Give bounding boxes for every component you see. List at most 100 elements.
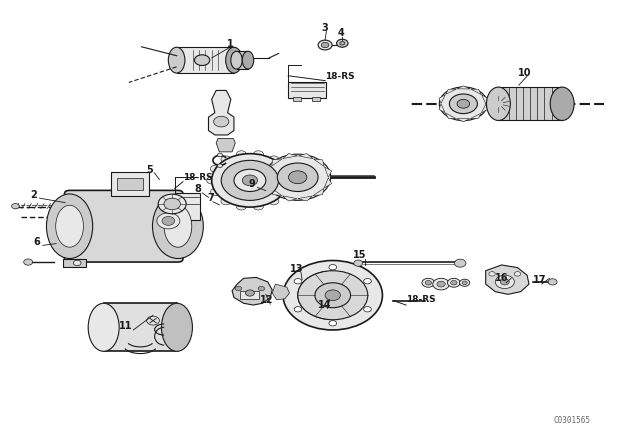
Polygon shape [298,196,312,201]
Ellipse shape [231,51,243,69]
Bar [312,97,320,101]
Polygon shape [271,188,282,195]
Circle shape [279,189,289,195]
Text: 11: 11 [119,321,132,332]
Polygon shape [482,95,488,104]
Circle shape [500,279,509,285]
Polygon shape [445,89,456,94]
Circle shape [325,290,340,301]
Circle shape [277,163,318,191]
Polygon shape [457,86,470,89]
Bar [111,172,149,196]
Bar [104,303,177,351]
Polygon shape [63,258,86,267]
Polygon shape [324,178,332,188]
Ellipse shape [486,87,510,121]
Circle shape [12,203,19,209]
Circle shape [269,198,279,205]
Circle shape [422,278,435,287]
Circle shape [447,278,460,287]
Polygon shape [471,89,481,95]
Circle shape [236,151,246,158]
FancyBboxPatch shape [65,190,183,262]
Circle shape [24,259,33,265]
Circle shape [548,279,557,285]
Ellipse shape [164,205,192,247]
Circle shape [236,286,242,291]
Circle shape [211,189,221,195]
Circle shape [74,260,81,266]
Circle shape [329,264,337,270]
Circle shape [221,198,231,205]
Circle shape [364,306,371,312]
Polygon shape [232,277,272,305]
Ellipse shape [226,47,243,73]
Circle shape [207,177,217,184]
Circle shape [246,290,254,296]
Circle shape [253,203,264,210]
Bar [288,82,326,98]
Text: 13: 13 [290,263,303,274]
Polygon shape [282,196,297,201]
Circle shape [158,194,186,214]
Ellipse shape [550,87,574,121]
Text: 7: 7 [207,193,214,203]
Text: 12: 12 [260,295,274,305]
Circle shape [354,260,363,266]
Text: 18-RS: 18-RS [325,72,355,81]
Circle shape [294,306,302,312]
Text: 5: 5 [147,165,153,175]
Circle shape [265,154,331,200]
Ellipse shape [88,303,119,351]
Circle shape [294,279,302,284]
Circle shape [243,175,257,186]
Text: 15: 15 [353,250,367,260]
Circle shape [164,198,180,210]
Ellipse shape [243,51,253,69]
Circle shape [457,99,470,108]
Polygon shape [313,189,324,196]
Circle shape [460,279,470,286]
Polygon shape [314,159,324,167]
Circle shape [439,87,488,121]
Text: 8: 8 [194,184,201,194]
Circle shape [315,283,351,308]
Circle shape [318,40,332,50]
Polygon shape [272,284,289,300]
Text: 3: 3 [322,23,328,33]
Polygon shape [439,95,445,103]
Ellipse shape [47,194,93,258]
Circle shape [321,43,329,47]
Circle shape [340,42,345,45]
Circle shape [451,280,457,285]
Bar [293,97,301,101]
Circle shape [221,156,231,163]
Polygon shape [283,154,298,159]
Circle shape [234,169,266,191]
Text: 9: 9 [248,179,255,189]
Circle shape [449,94,477,114]
Polygon shape [209,90,234,135]
Circle shape [218,164,223,168]
Polygon shape [470,113,481,119]
Bar [237,51,248,69]
Circle shape [258,286,264,291]
Circle shape [364,279,371,284]
Bar [499,87,562,121]
Text: 2: 2 [30,190,36,200]
Bar [175,193,200,220]
Circle shape [283,177,293,184]
Polygon shape [298,154,313,159]
Polygon shape [324,167,332,177]
Circle shape [283,260,383,330]
Ellipse shape [161,303,193,351]
Circle shape [495,275,515,289]
Bar [177,47,234,73]
Polygon shape [445,113,456,118]
Circle shape [425,280,431,285]
Polygon shape [216,138,236,152]
Circle shape [221,160,278,200]
Circle shape [253,151,264,158]
Circle shape [298,271,368,320]
Ellipse shape [56,205,83,247]
